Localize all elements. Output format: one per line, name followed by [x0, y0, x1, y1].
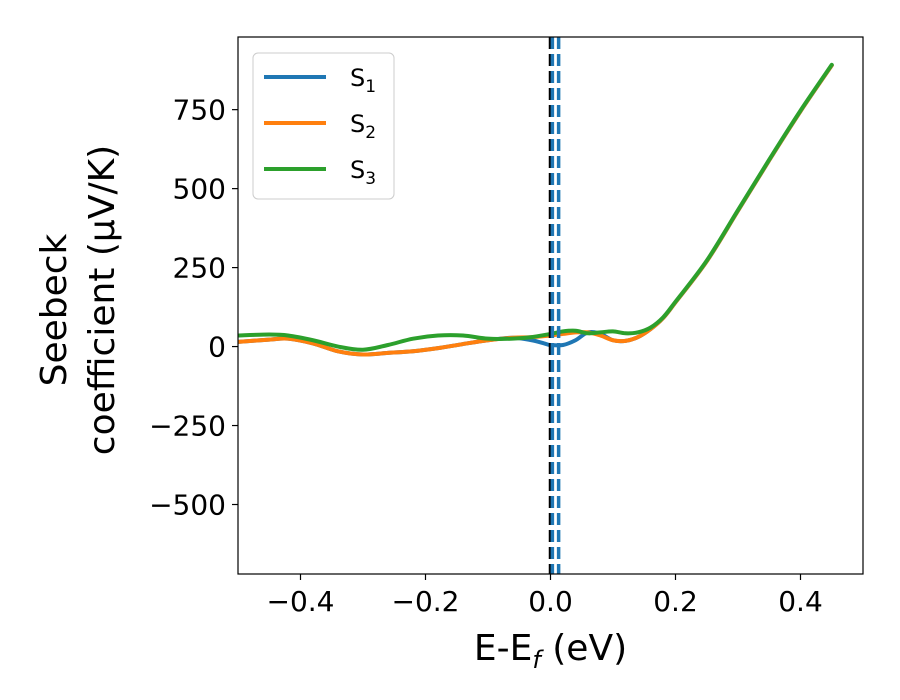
legend: S1 S2 S3 [252, 52, 395, 200]
x-tick-label: 0.2 [653, 585, 698, 618]
x-tick-label: 0.4 [778, 585, 823, 618]
x-tick-label: −0.4 [267, 585, 335, 618]
legend-label-s3: S3 [350, 156, 376, 189]
legend-box [252, 52, 395, 200]
series-line-s3 [238, 62, 834, 352]
y-tick-label: 500 [173, 173, 226, 206]
y-axis-label-line1: Seebeck [34, 233, 75, 386]
tick-layer: −0.4 −0.2 0.0 0.2 0.4 −500 −250 0 250 500 750 [149, 94, 823, 618]
y-tick-label: −250 [149, 410, 226, 443]
legend-items: S1 S2 S3 [264, 64, 376, 189]
y-tick-label: 250 [173, 252, 226, 285]
x-axis-label-unit: (eV) [541, 628, 627, 669]
x-tick-label: −0.2 [392, 585, 460, 618]
legend-label-s2: S2 [350, 110, 376, 143]
x-tick-label: 0.0 [528, 585, 573, 618]
series-layer [238, 62, 834, 357]
y-tick-label: 0 [208, 331, 226, 364]
y-tick-label: 750 [173, 94, 226, 127]
vertical-lines [548, 37, 561, 574]
y-axis-label-line2: coefficient (μV/K) [82, 145, 123, 455]
x-axis-label: E-Ef (eV) [474, 628, 627, 674]
y-tick-label: −500 [149, 489, 226, 522]
x-axis-label-main: E-E [474, 628, 532, 669]
legend-label-s1: S1 [350, 64, 376, 97]
